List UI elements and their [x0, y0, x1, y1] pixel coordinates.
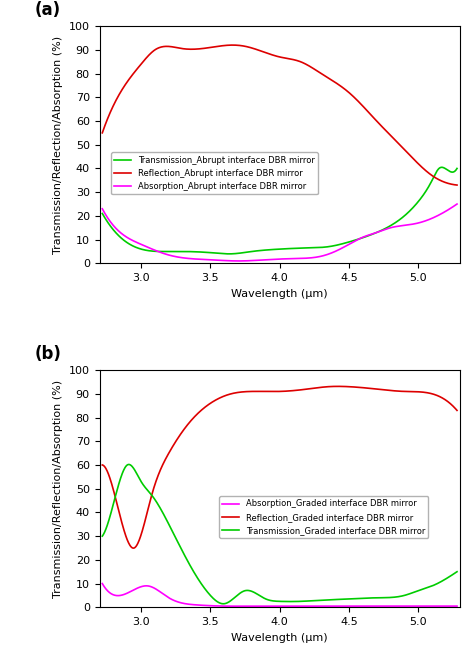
Y-axis label: Transmission/Reflection/Absorption (%): Transmission/Reflection/Absorption (%) [53, 379, 63, 597]
Text: (a): (a) [35, 1, 61, 19]
X-axis label: Wavelength (μm): Wavelength (μm) [231, 289, 328, 298]
Y-axis label: Transmission/Reflection/Absorption (%): Transmission/Reflection/Absorption (%) [53, 36, 63, 254]
Legend: Transmission_Abrupt interface DBR mirror, Reflection_Abrupt interface DBR mirror: Transmission_Abrupt interface DBR mirror… [111, 152, 318, 194]
Legend: Absorption_Graded interface DBR mirror, Reflection_Graded interface DBR mirror, : Absorption_Graded interface DBR mirror, … [219, 496, 428, 538]
X-axis label: Wavelength (μm): Wavelength (μm) [231, 633, 328, 643]
Text: (b): (b) [35, 345, 62, 363]
